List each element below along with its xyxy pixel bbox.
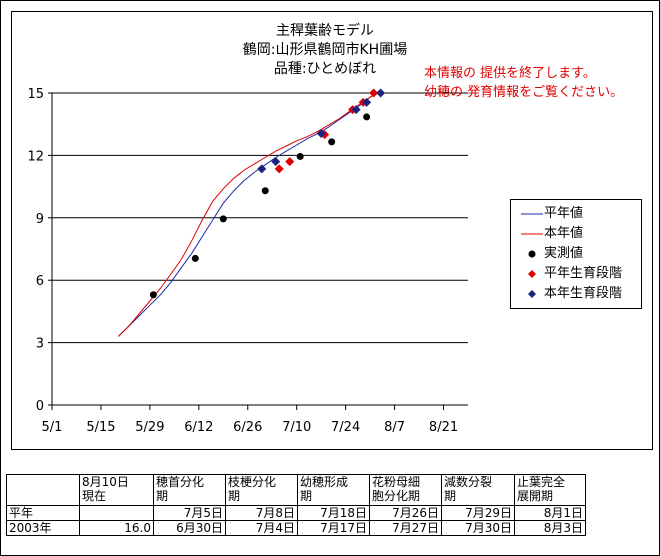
table-row: 2003年 16.0 6月30日 7月4日 7月17日 7月27日 7月30日 … bbox=[6, 520, 586, 536]
series-line bbox=[118, 92, 378, 337]
data-point bbox=[271, 157, 281, 167]
legend-label-current: 本年値 bbox=[544, 226, 584, 241]
data-point bbox=[362, 97, 372, 107]
table-header-cell: 花粉母細 胞分化期 bbox=[369, 474, 442, 506]
table-cell: 7月18日 bbox=[297, 505, 370, 521]
x-tick-label: 5/1 bbox=[42, 420, 63, 435]
data-point bbox=[149, 291, 157, 299]
legend-label-normal-stage: 平年生育段階 bbox=[544, 266, 623, 281]
table-header-cell: 減数分裂 期 bbox=[441, 474, 515, 506]
y-tick-label: 12 bbox=[27, 149, 44, 164]
table-cell: 7月5日 bbox=[153, 505, 226, 521]
data-point bbox=[369, 88, 379, 98]
table-cell: 8月3日 bbox=[514, 520, 586, 536]
y-tick-label: 3 bbox=[36, 337, 44, 352]
data-point bbox=[257, 164, 267, 174]
table-cell: 8月1日 bbox=[514, 505, 586, 521]
table-header-cell: 幼穂形成 期 bbox=[297, 474, 370, 506]
table-header-cell: 止葉完全 展開期 bbox=[514, 474, 586, 506]
legend-label-current-stage: 本年生育段階 bbox=[544, 286, 623, 301]
table-cell: 7月29日 bbox=[441, 505, 515, 521]
chart-title-2: 鶴岡:山形県鶴岡市KH圃場 bbox=[242, 42, 408, 58]
x-tick-label: 5/15 bbox=[86, 420, 115, 435]
table-cell: 7月4日 bbox=[225, 520, 298, 536]
data-point bbox=[328, 138, 336, 146]
table-cell: 7月30日 bbox=[441, 520, 515, 536]
legend-item-current-stage: 本年生育段階 bbox=[511, 284, 641, 304]
notice-line-1: 本情報の 提供を終了します。 bbox=[424, 66, 596, 81]
table-row: 平年 7月5日 7月8日 7月18日 7月26日 7月29日 8月1日 bbox=[6, 505, 586, 521]
x-tick-label: 8/21 bbox=[429, 420, 458, 435]
x-tick-label: 8/7 bbox=[384, 420, 405, 435]
y-tick-label: 0 bbox=[36, 399, 44, 414]
legend-label-observed: 実測値 bbox=[544, 246, 584, 261]
data-point bbox=[219, 215, 227, 223]
legend: 平年値 本年値 実測値 平年生育段階 本年生育段階 bbox=[510, 199, 642, 309]
end-of-service-notice: 本情報の 提供を終了します。 幼穂の 発育情報をご覧ください。 bbox=[424, 64, 623, 102]
y-tick-label: 6 bbox=[36, 274, 44, 289]
data-point bbox=[316, 129, 326, 139]
x-tick-label: 5/29 bbox=[135, 420, 164, 435]
chart-title-1: 主稈葉齢モデル bbox=[276, 23, 374, 39]
table-cell: 16.0 bbox=[79, 520, 154, 536]
legend-item-observed: 実測値 bbox=[511, 244, 641, 264]
data-point bbox=[285, 157, 295, 167]
chart-panel bbox=[11, 11, 653, 450]
data-point bbox=[261, 187, 269, 195]
table-cell: 7月26日 bbox=[369, 505, 442, 521]
legend-item-normal: 平年値 bbox=[511, 204, 641, 224]
legend-line-normal-icon bbox=[521, 213, 543, 215]
table-cell bbox=[79, 505, 154, 521]
legend-item-normal-stage: 平年生育段階 bbox=[511, 264, 641, 284]
table-header-cell bbox=[6, 474, 80, 506]
table-cell: 2003年 bbox=[6, 520, 80, 536]
data-point bbox=[191, 254, 199, 262]
y-tick-label: 15 bbox=[27, 87, 44, 102]
x-tick-label: 7/24 bbox=[331, 420, 360, 435]
growth-stage-table: 8月10日 現在 穂首分化 期 枝梗分化 期 幼穂形成 期 花粉母細 胞分化期 … bbox=[6, 474, 586, 536]
data-point bbox=[351, 105, 361, 115]
x-tick-label: 6/12 bbox=[184, 420, 213, 435]
x-tick-label: 6/26 bbox=[233, 420, 262, 435]
table-header-cell: 8月10日 現在 bbox=[79, 474, 154, 506]
y-tick-label: 9 bbox=[36, 212, 44, 227]
x-tick-label: 7/10 bbox=[282, 420, 311, 435]
table-header-cell: 穂首分化 期 bbox=[153, 474, 226, 506]
data-point bbox=[363, 113, 371, 121]
legend-item-current: 本年値 bbox=[511, 224, 641, 244]
legend-circle-icon bbox=[528, 250, 536, 258]
chart-title-3: 品種:ひとめぼれ bbox=[273, 61, 377, 77]
data-point bbox=[376, 88, 386, 98]
table-header-row: 8月10日 現在 穂首分化 期 枝梗分化 期 幼穂形成 期 花粉母細 胞分化期 … bbox=[6, 474, 586, 506]
table-header-cell: 枝梗分化 期 bbox=[225, 474, 298, 506]
data-point bbox=[274, 164, 284, 174]
notice-line-2: 幼穂の 発育情報をご覧ください。 bbox=[424, 85, 624, 100]
leaf-age-chart: 0 3 6 9 12 15 5/1 5/15 5/29 6/12 6/26 7/10 7/24 8/7 8/… bbox=[27, 87, 468, 435]
legend-label-normal: 平年値 bbox=[544, 206, 584, 221]
legend-diamond-red-icon bbox=[528, 270, 536, 278]
table-cell: 6月30日 bbox=[153, 520, 226, 536]
table-cell: 7月8日 bbox=[225, 505, 298, 521]
series-line bbox=[118, 92, 378, 337]
table-cell: 7月27日 bbox=[369, 520, 442, 536]
table-cell: 7月17日 bbox=[297, 520, 370, 536]
data-point bbox=[296, 152, 304, 160]
legend-diamond-blue-icon bbox=[528, 290, 536, 298]
legend-line-current-icon bbox=[521, 233, 543, 235]
table-cell: 平年 bbox=[6, 505, 80, 521]
